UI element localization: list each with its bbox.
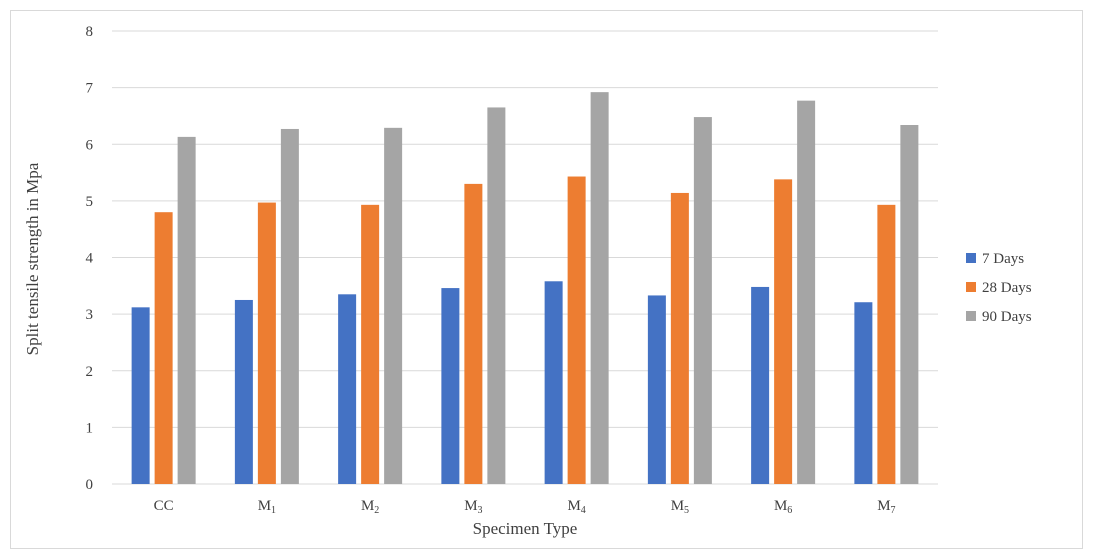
- legend-label: 90 Days: [982, 309, 1032, 325]
- bar-7-days: [234, 299, 253, 484]
- y-tick-label: 5: [86, 194, 94, 210]
- bar-90-days: [384, 127, 403, 485]
- legend-label: 7 Days: [982, 251, 1024, 267]
- y-axis-title: Split tensile strength in Mpa: [23, 162, 42, 355]
- bar-90-days: [590, 92, 609, 484]
- x-tick-label: M4: [567, 498, 585, 516]
- x-tick-label: M6: [774, 498, 792, 516]
- bar-28-days: [154, 212, 173, 484]
- x-tick-subscript: 2: [374, 505, 379, 516]
- bar-7-days: [751, 286, 770, 484]
- y-tick-label: 7: [86, 81, 94, 97]
- bar-7-days: [338, 294, 357, 484]
- bar-90-days: [487, 107, 506, 484]
- y-tick-label: 2: [86, 364, 94, 380]
- bars: [131, 92, 919, 485]
- bar-90-days: [797, 100, 816, 485]
- x-tick-base: M: [671, 498, 684, 514]
- y-tick-label: 6: [86, 137, 94, 153]
- x-tick-subscript: 3: [478, 505, 483, 516]
- x-tick-subscript: 4: [581, 505, 586, 516]
- x-tick-labels: CC M1 M2 M3 M4 M5 M6 M7: [154, 498, 896, 516]
- x-tick-base: M: [361, 498, 374, 514]
- x-tick-subscript: 7: [891, 505, 896, 516]
- bar-28-days: [774, 179, 793, 485]
- y-tick-label: 0: [86, 477, 94, 493]
- y-tick-label: 4: [86, 251, 94, 267]
- bar-28-days: [567, 176, 586, 484]
- x-tick-label: M1: [258, 498, 276, 516]
- x-tick-label: M3: [464, 498, 482, 516]
- legend-label: 28 Days: [982, 280, 1032, 296]
- y-tick-label: 1: [86, 420, 94, 436]
- bar-28-days: [464, 183, 483, 484]
- legend-swatch: [966, 282, 976, 292]
- bar-90-days: [693, 117, 712, 484]
- bar-7-days: [131, 307, 150, 484]
- legend: 7 Days 28 Days 90 Days: [966, 251, 1032, 325]
- x-axis-title: Specimen Type: [473, 519, 578, 538]
- y-tick-label: 8: [86, 24, 94, 40]
- x-tick-label: M7: [877, 498, 895, 516]
- x-tick-base: M: [464, 498, 477, 514]
- legend-swatch: [966, 253, 976, 263]
- x-tick-base: CC: [154, 498, 174, 514]
- x-tick-label: M5: [671, 498, 689, 516]
- x-tick-subscript: 5: [684, 505, 689, 516]
- x-tick-label: M2: [361, 498, 379, 516]
- x-tick-base: M: [774, 498, 787, 514]
- y-tick-label: 3: [86, 307, 94, 323]
- bar-7-days: [647, 295, 666, 484]
- bar-90-days: [900, 124, 919, 484]
- x-tick-subscript: 6: [787, 505, 792, 516]
- bar-7-days: [544, 281, 563, 484]
- bar-90-days: [177, 136, 196, 485]
- bar-90-days: [280, 128, 299, 484]
- bar-7-days: [441, 288, 460, 484]
- bar-28-days: [670, 192, 689, 484]
- bar-7-days: [854, 302, 873, 484]
- bar-28-days: [877, 204, 896, 484]
- bar-28-days: [361, 204, 380, 484]
- y-tick-labels: 0 1 2 3 4 5 6 7 8: [86, 24, 94, 493]
- x-tick-base: M: [877, 498, 890, 514]
- legend-swatch: [966, 311, 976, 321]
- x-tick-label: CC: [154, 498, 174, 514]
- x-tick-base: M: [567, 498, 580, 514]
- x-tick-base: M: [258, 498, 271, 514]
- x-tick-subscript: 1: [271, 505, 276, 516]
- bar-28-days: [257, 202, 276, 485]
